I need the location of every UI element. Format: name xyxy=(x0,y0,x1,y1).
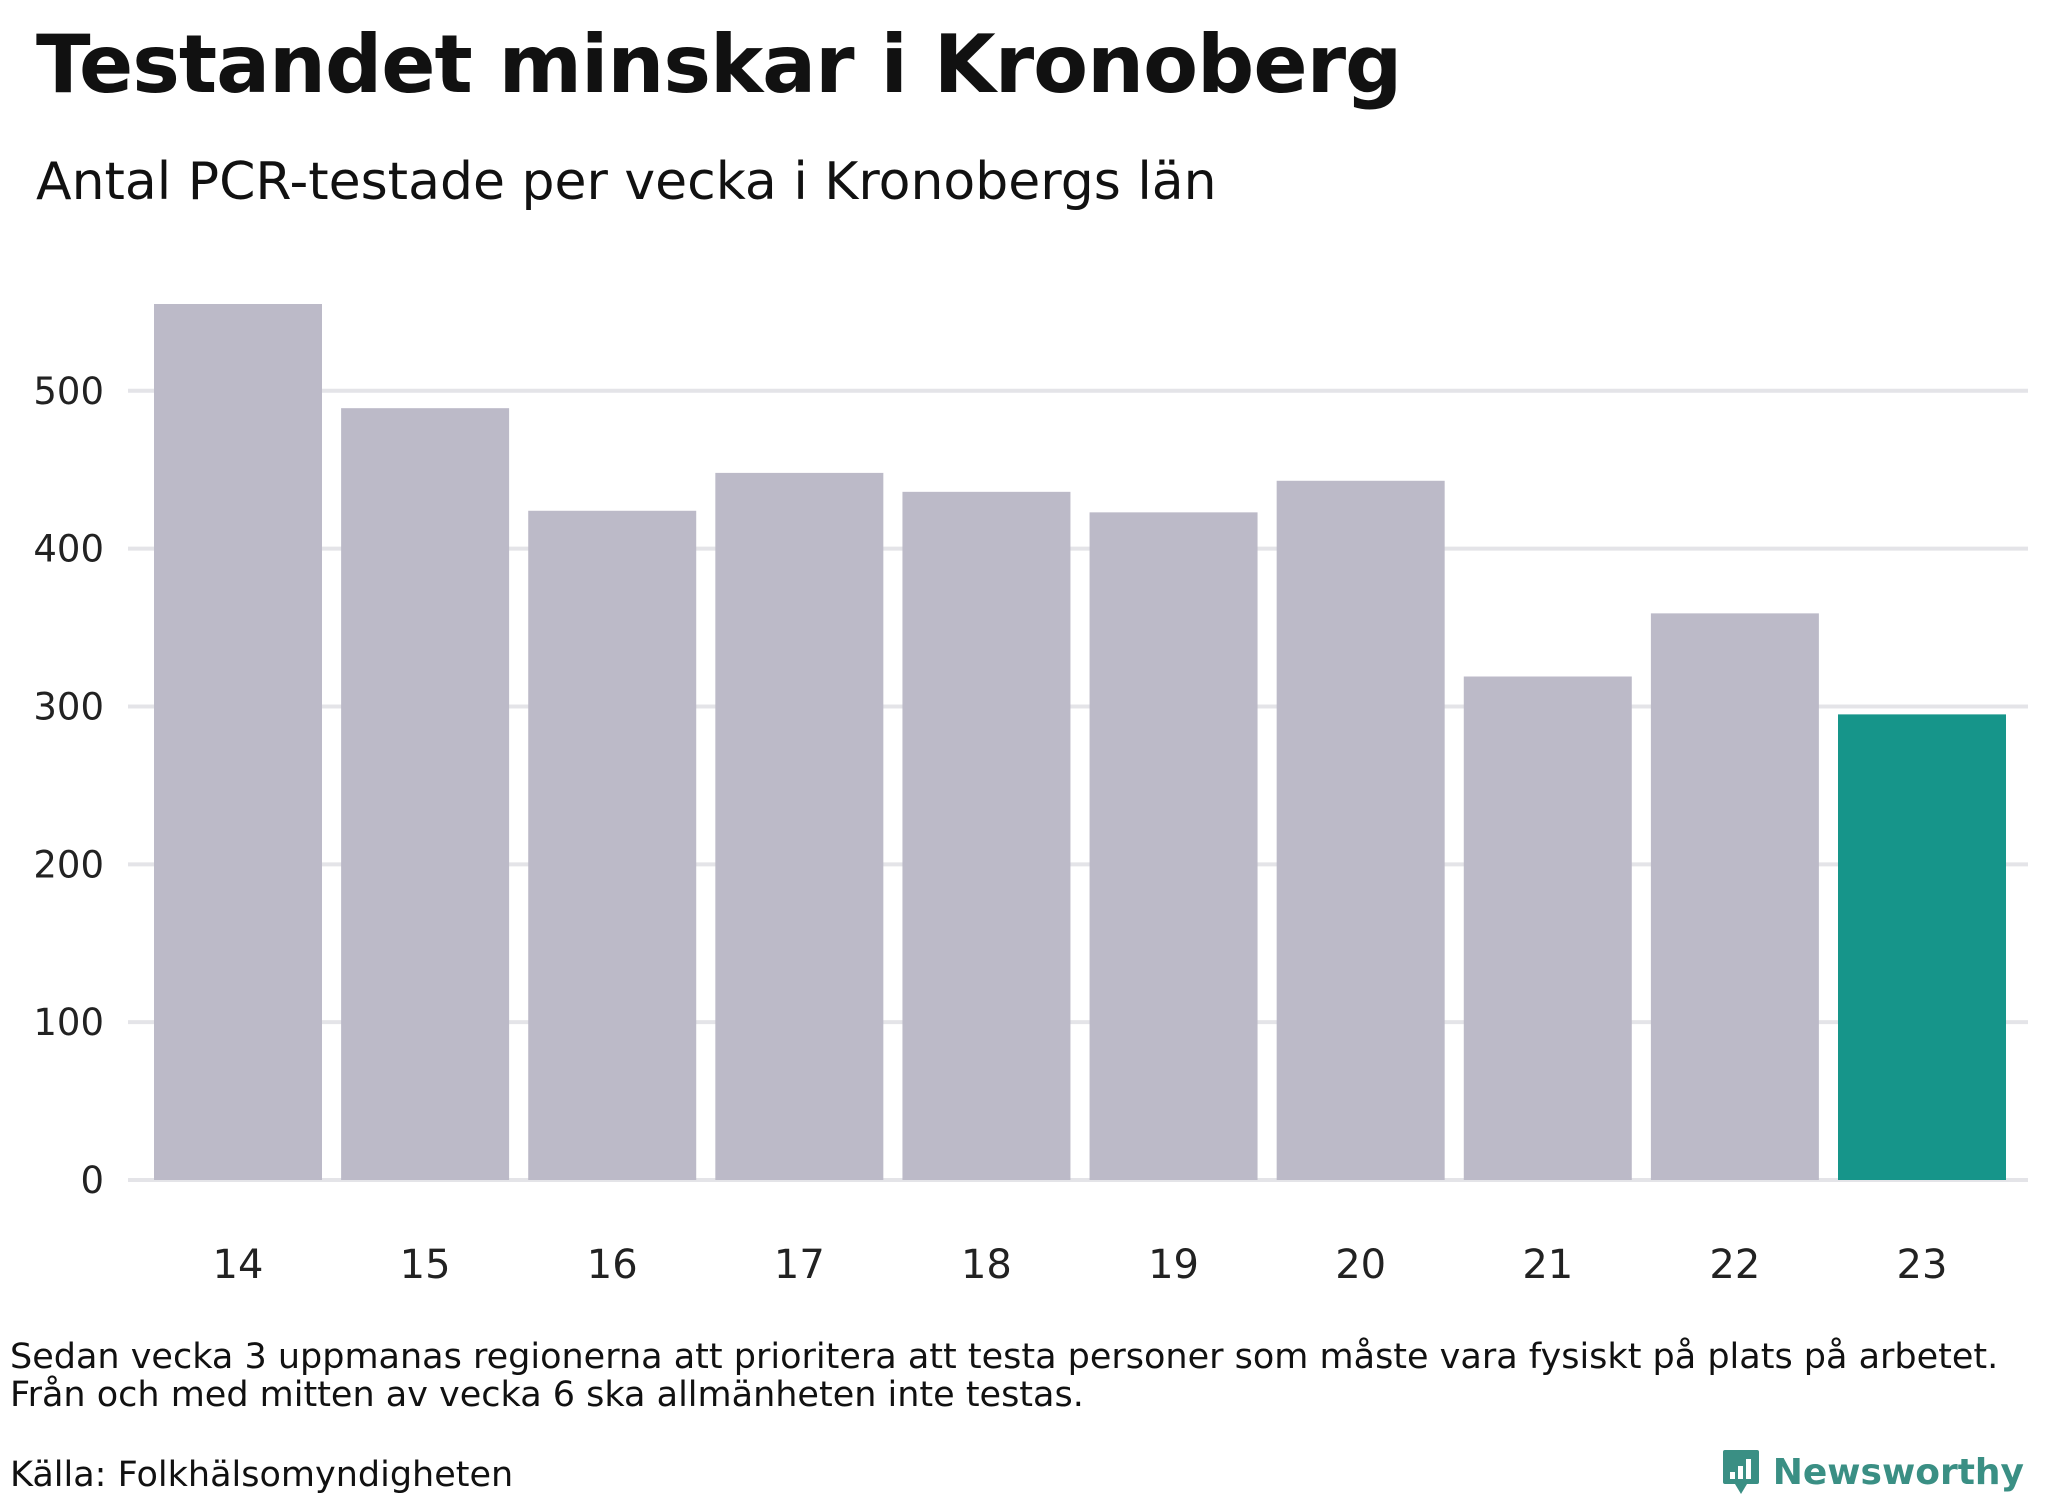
y-tick-label: 300 xyxy=(33,685,104,728)
bar-week-22 xyxy=(1650,613,1819,1180)
x-tick-label: 22 xyxy=(1709,1242,1760,1288)
brand-name: Newsworthy xyxy=(1772,1451,2024,1493)
bar-week-18 xyxy=(902,491,1071,1180)
bar-week-14 xyxy=(154,304,322,1180)
x-tick-label: 21 xyxy=(1522,1242,1573,1288)
x-tick-label: 14 xyxy=(213,1242,264,1288)
bar-week-17 xyxy=(715,472,884,1180)
y-tick-label: 0 xyxy=(80,1159,104,1202)
chart-subtitle: Antal PCR-testade per vecka i Kronobergs… xyxy=(36,152,1217,212)
bar-week-19 xyxy=(1089,512,1258,1180)
y-axis-tick-labels: 0 100 200 300 400 500 xyxy=(33,370,104,1202)
x-tick-label: 18 xyxy=(961,1242,1012,1288)
x-axis-tick-labels: 14 15 16 17 18 19 20 21 22 23 xyxy=(213,1242,1948,1288)
source-label: Källa: Folkhälsomyndigheten xyxy=(10,1455,514,1495)
y-tick-label: 100 xyxy=(33,1001,104,1044)
x-tick-label: 15 xyxy=(400,1242,451,1288)
x-tick-label: 16 xyxy=(587,1242,638,1288)
x-tick-label: 20 xyxy=(1335,1242,1386,1288)
chart-title: Testandet minskar i Kronoberg xyxy=(36,18,1402,111)
bar-chart: 0 100 200 300 400 500 14 15 16 17 18 19 20 21 22 23 xyxy=(33,304,2028,1288)
y-tick-label: 400 xyxy=(33,528,104,571)
bars xyxy=(154,304,2006,1180)
bar-week-16 xyxy=(528,510,697,1180)
bar-week-15 xyxy=(341,408,510,1180)
brand-logo: Newsworthy xyxy=(1721,1448,2024,1496)
x-tick-label: 23 xyxy=(1897,1242,1948,1288)
footnote-line: Från och med mitten av vecka 6 ska allmä… xyxy=(10,1375,1084,1415)
x-tick-label: 17 xyxy=(774,1242,825,1288)
footnote-line: Sedan vecka 3 uppmanas regionerna att pr… xyxy=(10,1337,1999,1377)
bar-week-20 xyxy=(1276,480,1445,1180)
y-tick-label: 500 xyxy=(33,370,104,413)
bar-week-21 xyxy=(1463,676,1632,1180)
bar-week-23 xyxy=(1838,714,2006,1180)
footnote: Sedan vecka 3 uppmanas regionerna att pr… xyxy=(10,1338,1998,1414)
newsworthy-logo-icon xyxy=(1722,1450,1759,1494)
x-tick-label: 19 xyxy=(1148,1242,1199,1288)
y-tick-label: 200 xyxy=(33,843,104,886)
